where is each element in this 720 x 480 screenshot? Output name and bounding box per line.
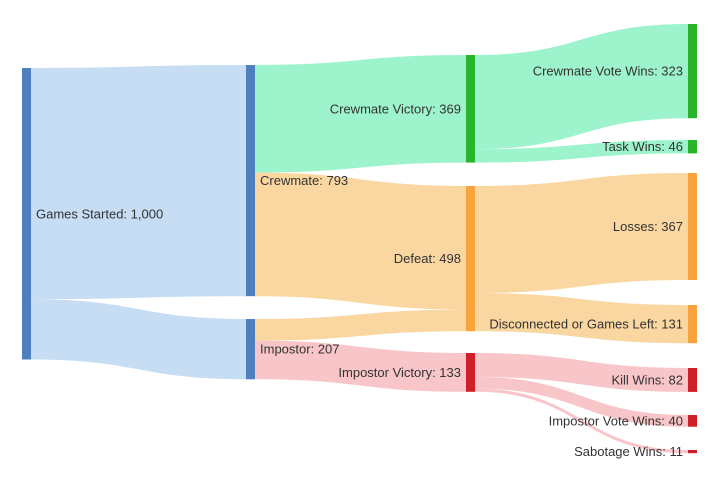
- node-impostor_victory[interactable]: [466, 353, 475, 392]
- node-defeat[interactable]: [466, 186, 475, 332]
- link-games_started-to-crewmate[interactable]: [31, 65, 246, 300]
- link-crewmate_victory-to-crewmate_vote_wins[interactable]: [475, 24, 688, 150]
- node-task_wins[interactable]: [688, 140, 697, 154]
- label-games_started: Games Started: 1,000: [36, 206, 163, 221]
- node-sabotage_wins[interactable]: [688, 450, 697, 454]
- node-crewmate_vote_wins[interactable]: [688, 24, 697, 119]
- link-defeat-to-losses[interactable]: [475, 173, 688, 293]
- label-task_wins: Task Wins: 46: [602, 139, 683, 154]
- link-impostor_victory-to-kill_wins[interactable]: [475, 353, 688, 392]
- link-crewmate-to-crewmate_victory[interactable]: [255, 55, 466, 173]
- label-impostor: Impostor: 207: [260, 342, 340, 357]
- link-games_started-to-impostor[interactable]: [31, 299, 246, 380]
- node-impostor_vote_wins[interactable]: [688, 415, 697, 427]
- node-crewmate_victory[interactable]: [466, 55, 475, 163]
- link-impostor-to-defeat[interactable]: [255, 309, 466, 341]
- link-impostor-to-impostor_victory[interactable]: [255, 340, 466, 392]
- node-losses[interactable]: [688, 173, 697, 280]
- link-impostor_victory-to-impostor_vote_wins[interactable]: [475, 376, 688, 427]
- label-losses: Losses: 367: [613, 219, 683, 234]
- label-sabotage_wins: Sabotage Wins: 11: [574, 444, 683, 459]
- label-crewmate: Crewmate: 793: [260, 173, 348, 188]
- label-kill_wins: Kill Wins: 82: [611, 373, 683, 388]
- label-crewmate_victory: Crewmate Victory: 369: [330, 101, 461, 116]
- link-defeat-to-disconnected_or_games_left[interactable]: [475, 293, 688, 344]
- label-disconnected_or_games_left: Disconnected or Games Left: 131: [489, 317, 683, 332]
- label-impostor_victory: Impostor Victory: 133: [338, 365, 461, 380]
- link-impostor_victory-to-sabotage_wins[interactable]: [475, 388, 688, 454]
- link-crewmate-to-defeat[interactable]: [255, 172, 466, 310]
- label-impostor_vote_wins: Impostor Vote Wins: 40: [549, 413, 683, 428]
- label-defeat: Defeat: 498: [394, 251, 461, 266]
- node-kill_wins[interactable]: [688, 368, 697, 392]
- label-crewmate_vote_wins: Crewmate Vote Wins: 323: [533, 64, 683, 79]
- node-crewmate[interactable]: [246, 65, 255, 297]
- node-games_started[interactable]: [22, 68, 31, 360]
- node-disconnected_or_games_left[interactable]: [688, 305, 697, 344]
- node-impostor[interactable]: [246, 319, 255, 380]
- link-crewmate_victory-to-task_wins[interactable]: [475, 140, 688, 163]
